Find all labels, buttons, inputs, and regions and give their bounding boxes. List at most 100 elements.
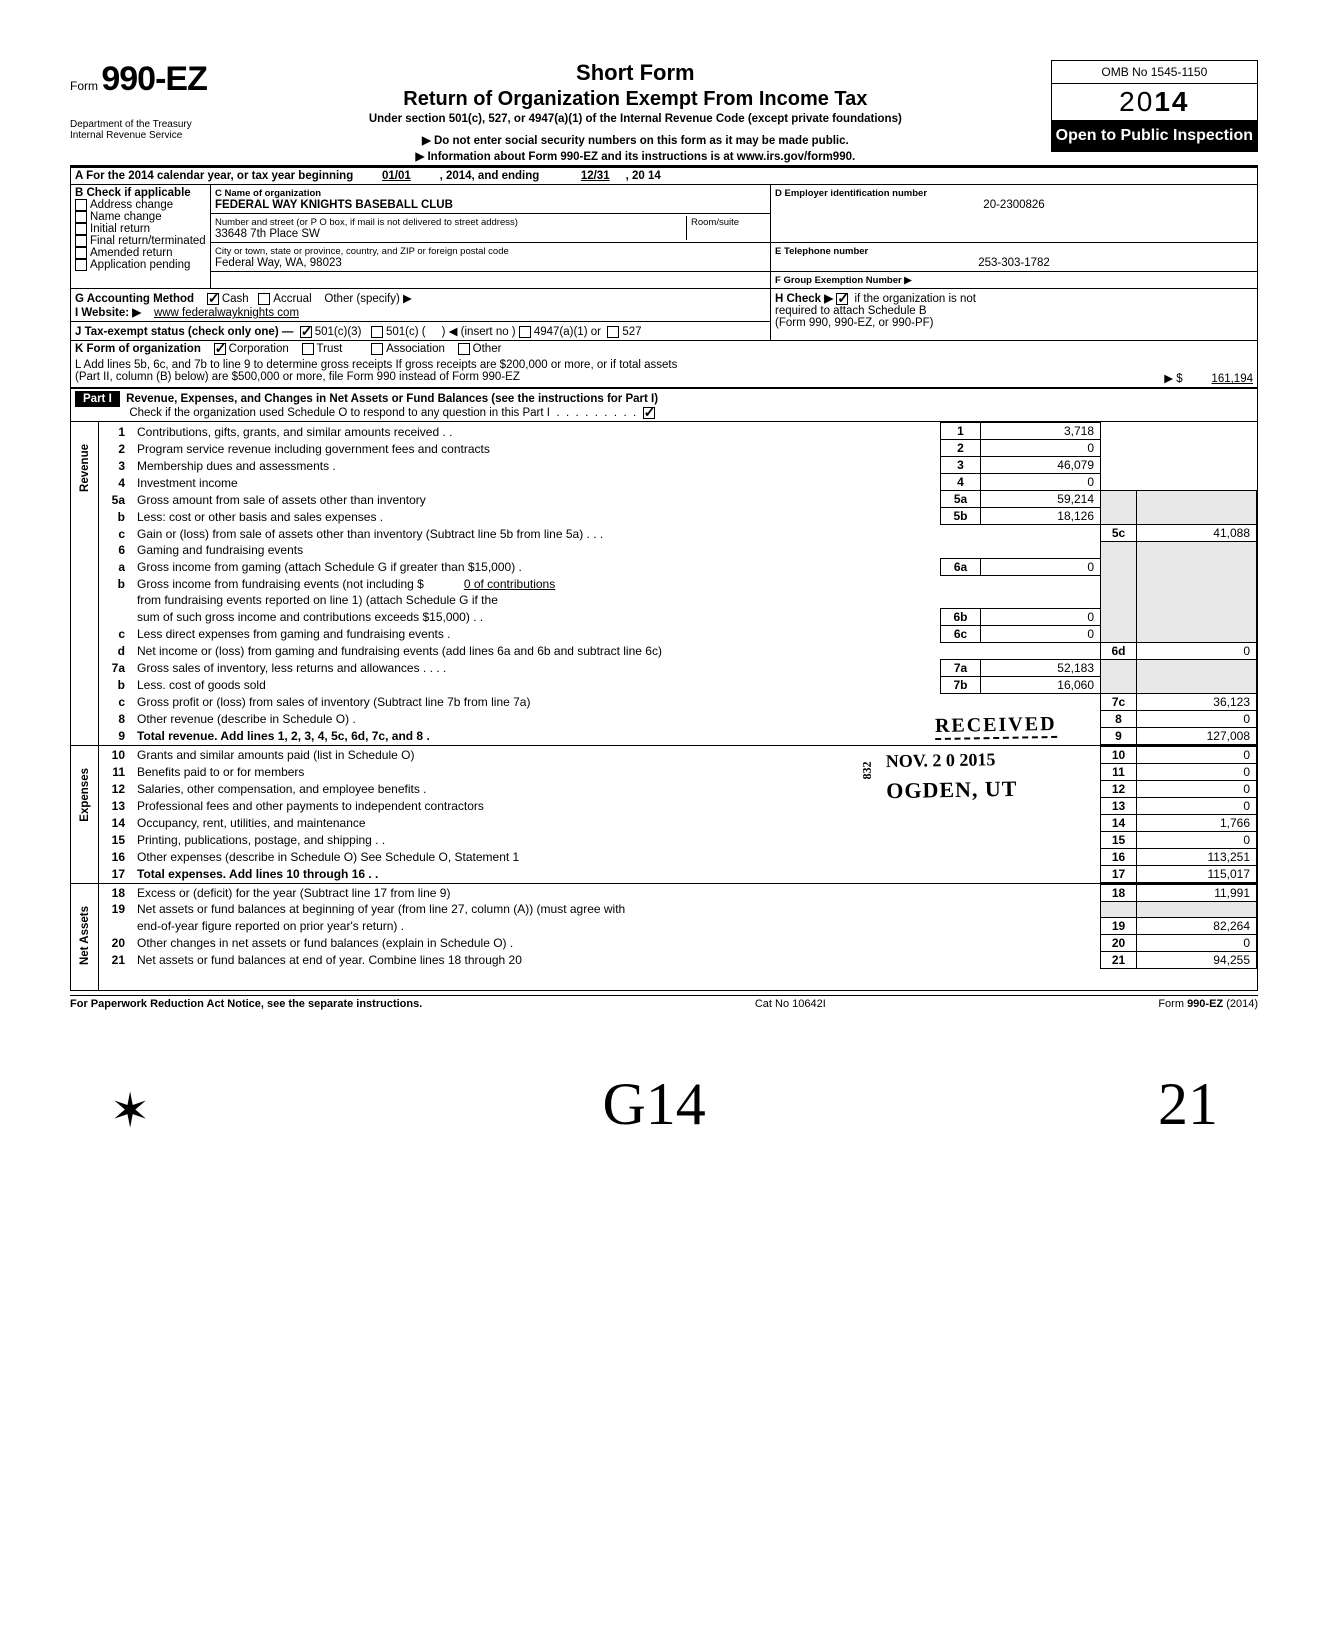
- part-1-title: Revenue, Expenses, and Changes in Net As…: [126, 393, 658, 405]
- line-19-2: end-of-year figure reported on prior yea…: [99, 917, 1257, 934]
- omb-number: OMB No 1545-1150: [1052, 61, 1257, 84]
- line-16: 16Other expenses (describe in Schedule O…: [99, 848, 1257, 865]
- line-4: 4Investment income40: [99, 474, 1257, 491]
- footer-left: For Paperwork Reduction Act Notice, see …: [70, 998, 422, 1010]
- line-f-label: F Group Exemption Number ▶: [775, 275, 912, 286]
- phone: 253-303-1782: [775, 257, 1253, 269]
- street-address: 33648 7th Place SW: [215, 228, 320, 240]
- line-7a: 7aGross sales of inventory, less returns…: [99, 659, 1257, 676]
- line-9: 9Total revenue. Add lines 1, 2, 3, 4, 5c…: [99, 727, 1257, 744]
- org-name: FEDERAL WAY KNIGHTS BASEBALL CLUB: [215, 199, 453, 211]
- line-6b-3: sum of such gross income and contributio…: [99, 608, 1257, 625]
- chk-final-return[interactable]: [75, 235, 87, 247]
- line-6d: dNet income or (loss) from gaming and fu…: [99, 642, 1257, 659]
- net-assets-section-label: Net Assets: [79, 886, 91, 985]
- signature-row: ✶ G14 21: [70, 1070, 1258, 1139]
- line-7b: bLess. cost of goods sold7b16,060: [99, 676, 1257, 693]
- chk-other-org[interactable]: [458, 343, 470, 355]
- line-6b-2: from fundraising events reported on line…: [99, 592, 1257, 609]
- chk-app-pending[interactable]: [75, 259, 87, 271]
- line-j-label: J Tax-exempt status (check only one) —: [75, 326, 293, 338]
- open-public: Open to Public Inspection: [1052, 121, 1257, 151]
- line-i-label: I Website: ▶: [75, 307, 141, 319]
- chk-4947[interactable]: [519, 326, 531, 338]
- page-footer: For Paperwork Reduction Act Notice, see …: [70, 995, 1258, 1010]
- chk-501c[interactable]: [371, 326, 383, 338]
- check-schedule-o: Check if the organization used Schedule …: [129, 407, 550, 419]
- short-form-title: Short Form: [240, 60, 1031, 86]
- line-15: 15Printing, publications, postage, and s…: [99, 831, 1257, 848]
- line-2: 2Program service revenue including gover…: [99, 440, 1257, 457]
- preparer-initials: G14: [602, 1070, 705, 1139]
- line-5c: cGain or (loss) from sale of assets othe…: [99, 525, 1257, 542]
- footer-cat-no: Cat No 10642I: [755, 998, 826, 1010]
- info-notice: ▶ Information about Form 990-EZ and its …: [240, 149, 1031, 163]
- line-11: 11Benefits paid to or for members110: [99, 763, 1257, 780]
- line-6a: aGross income from gaming (attach Schedu…: [99, 558, 1257, 575]
- part-1-label: Part I: [75, 391, 120, 407]
- line-12: 12Salaries, other compensation, and empl…: [99, 780, 1257, 797]
- entity-block: A For the 2014 calendar year, or tax yea…: [70, 167, 1258, 388]
- line-c-label: C Name of organization: [215, 188, 321, 199]
- chk-accrual[interactable]: [258, 293, 270, 305]
- line-18: 18Excess or (deficit) for the year (Subt…: [99, 884, 1257, 901]
- received-stamp: RECEIVED: [935, 713, 1057, 740]
- year-begin: 01/01: [382, 170, 411, 182]
- chk-initial-return[interactable]: [75, 223, 87, 235]
- line-h-label: H Check ▶: [775, 293, 833, 305]
- part-1: Part I Revenue, Expenses, and Changes in…: [70, 388, 1258, 991]
- line-l-text: L Add lines 5b, 6c, and 7b to line 9 to …: [75, 359, 677, 371]
- form-number: Form 990-EZ: [70, 60, 220, 99]
- chk-trust[interactable]: [302, 343, 314, 355]
- omb-box: OMB No 1545-1150 20201414 Open to Public…: [1051, 60, 1258, 152]
- chk-corp[interactable]: [214, 343, 226, 355]
- line-k-label: K Form of organization: [75, 343, 201, 355]
- chk-no-sched-b[interactable]: [836, 293, 848, 305]
- chk-501c3[interactable]: [300, 326, 312, 338]
- chk-address-change[interactable]: [75, 199, 87, 211]
- line-20: 20Other changes in net assets or fund ba…: [99, 934, 1257, 951]
- line-6c: cLess direct expenses from gaming and fu…: [99, 625, 1257, 642]
- line-6: 6Gaming and fundraising events: [99, 542, 1257, 559]
- chk-schedule-o[interactable]: [643, 407, 655, 419]
- line-5a: 5aGross amount from sale of assets other…: [99, 491, 1257, 508]
- footer-form-ref: Form 990-EZ (2014): [1158, 998, 1258, 1010]
- dept-treasury: Department of the Treasury Internal Reve…: [70, 119, 220, 141]
- subtitle: Under section 501(c), 527, or 4947(a)(1)…: [240, 113, 1031, 125]
- ssn-notice: ▶ Do not enter social security numbers o…: [240, 133, 1031, 147]
- line-21: 21Net assets or fund balances at end of …: [99, 951, 1257, 968]
- line-7c: cGross profit or (loss) from sales of in…: [99, 693, 1257, 710]
- line-b-label: B Check if applicable: [75, 187, 191, 199]
- website: www federalwayknights com: [154, 307, 299, 319]
- line-5b: bLess: cost or other basis and sales exp…: [99, 508, 1257, 525]
- chk-cash[interactable]: [207, 293, 219, 305]
- revenue-section-label: Revenue: [79, 424, 91, 512]
- gross-receipts: 161,194: [1211, 373, 1253, 385]
- year-end: 12/31: [581, 170, 610, 182]
- date-stamp: 832 NOV. 2 0 2015 OGDEN, UT: [885, 748, 1017, 803]
- line-1: 1Contributions, gifts, grants, and simil…: [99, 423, 1257, 440]
- line-e-label: E Telephone number: [775, 246, 868, 257]
- chk-name-change[interactable]: [75, 211, 87, 223]
- line-17: 17Total expenses. Add lines 10 through 1…: [99, 865, 1257, 882]
- line-10: 10Grants and similar amounts paid (list …: [99, 746, 1257, 763]
- chk-527[interactable]: [607, 326, 619, 338]
- star-icon: ✶: [110, 1083, 150, 1139]
- line-8: 8Other revenue (describe in Schedule O) …: [99, 710, 1257, 727]
- line-14: 14Occupancy, rent, utilities, and mainte…: [99, 814, 1257, 831]
- page-handwritten: 21: [1158, 1070, 1218, 1139]
- expenses-section-label: Expenses: [79, 748, 91, 842]
- line-d-label: D Employer identification number: [775, 188, 927, 199]
- line-6b-1: bGross income from fundraising events (n…: [99, 575, 1257, 592]
- line-13: 13Professional fees and other payments t…: [99, 797, 1257, 814]
- tax-year: 20201414: [1052, 84, 1257, 121]
- city-state-zip: Federal Way, WA, 98023: [215, 257, 342, 269]
- ein: 20-2300826: [775, 199, 1253, 211]
- form-header: Form 990-EZ Department of the Treasury I…: [70, 60, 1258, 163]
- line-a-label: A For the 2014 calendar year, or tax yea…: [75, 170, 353, 182]
- chk-assoc[interactable]: [371, 343, 383, 355]
- line-19-1: 19Net assets or fund balances at beginni…: [99, 901, 1257, 917]
- chk-amended[interactable]: [75, 247, 87, 259]
- line-g-label: G Accounting Method: [75, 293, 194, 305]
- line-3: 3Membership dues and assessments .346,07…: [99, 457, 1257, 474]
